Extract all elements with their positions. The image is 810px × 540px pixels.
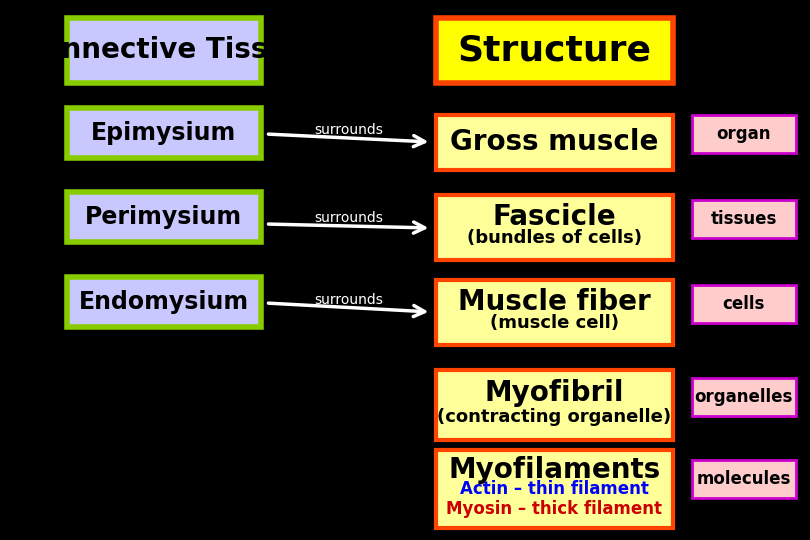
Text: organelles: organelles xyxy=(694,388,793,406)
Text: Perimysium: Perimysium xyxy=(85,205,242,229)
FancyBboxPatch shape xyxy=(436,280,673,345)
Text: Myofilaments: Myofilaments xyxy=(448,456,660,483)
Text: (bundles of cells): (bundles of cells) xyxy=(467,230,642,247)
FancyBboxPatch shape xyxy=(692,200,795,238)
Text: organ: organ xyxy=(717,125,771,143)
FancyBboxPatch shape xyxy=(67,108,261,158)
Text: Epimysium: Epimysium xyxy=(92,121,237,145)
Text: molecules: molecules xyxy=(697,470,791,488)
FancyBboxPatch shape xyxy=(67,192,261,242)
Text: surrounds: surrounds xyxy=(314,211,383,225)
FancyBboxPatch shape xyxy=(67,18,261,83)
Text: (contracting organelle): (contracting organelle) xyxy=(437,408,671,426)
FancyBboxPatch shape xyxy=(692,378,795,416)
FancyBboxPatch shape xyxy=(436,18,673,83)
Text: (muscle cell): (muscle cell) xyxy=(490,314,619,332)
FancyBboxPatch shape xyxy=(436,450,673,528)
FancyBboxPatch shape xyxy=(436,115,673,170)
FancyBboxPatch shape xyxy=(436,195,673,260)
FancyBboxPatch shape xyxy=(692,460,795,498)
FancyBboxPatch shape xyxy=(436,370,673,440)
Text: surrounds: surrounds xyxy=(314,293,383,307)
Text: cells: cells xyxy=(723,295,765,313)
Text: Structure: Structure xyxy=(458,33,651,68)
Text: tissues: tissues xyxy=(710,210,777,228)
Text: Myosin – thick filament: Myosin – thick filament xyxy=(446,500,663,517)
FancyBboxPatch shape xyxy=(692,115,795,153)
FancyBboxPatch shape xyxy=(67,277,261,327)
Text: Endomysium: Endomysium xyxy=(79,290,249,314)
Text: Myofibril: Myofibril xyxy=(484,379,625,407)
FancyBboxPatch shape xyxy=(692,285,795,323)
Text: surrounds: surrounds xyxy=(314,123,383,137)
Text: Gross muscle: Gross muscle xyxy=(450,129,659,157)
Text: Connective Tissue: Connective Tissue xyxy=(22,37,306,64)
Text: Fascicle: Fascicle xyxy=(492,202,616,231)
Text: Actin – thin filament: Actin – thin filament xyxy=(460,480,649,498)
Text: Muscle fiber: Muscle fiber xyxy=(458,288,650,316)
